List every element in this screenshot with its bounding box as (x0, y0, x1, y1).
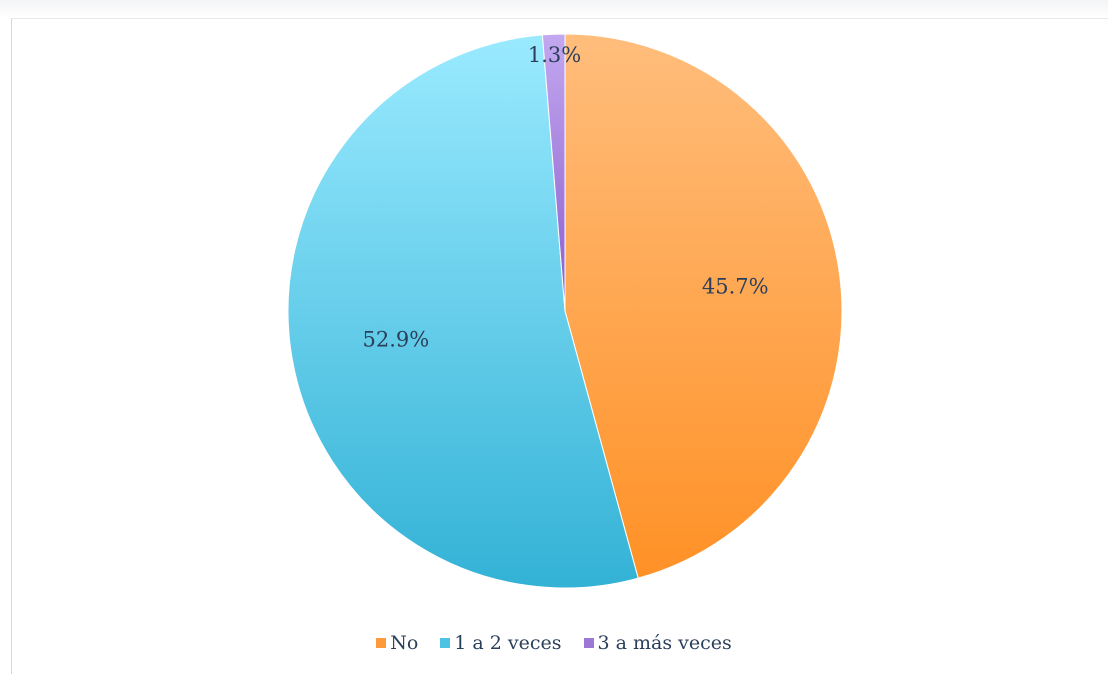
legend-swatch-3-a-mas-veces (583, 638, 594, 648)
legend-item-3-a-mas-veces: 3 a más veces (583, 632, 732, 654)
data-label-3-a-mas-veces: 1.3% (528, 43, 581, 67)
legend-label-1-a-2-veces: 1 a 2 veces (454, 632, 562, 654)
pie-slice-1-a-2-veces (287, 34, 639, 589)
legend-item-no: No (376, 632, 418, 654)
top-band (0, 0, 1108, 18)
pie-slices (287, 33, 843, 589)
legend-swatch-1-a-2-veces (440, 638, 451, 648)
legend-label-3-a-mas-veces: 3 a más veces (597, 632, 732, 654)
legend-item-1-a-2-veces: 1 a 2 veces (440, 632, 562, 654)
legend-label-no: No (390, 632, 419, 654)
chart-legend: No 1 a 2 veces 3 a más veces (0, 632, 1108, 654)
pie-data-labels: 45.7% 52.9% 1.3% (363, 43, 769, 351)
pie-slice-3-a-mas-veces (541, 33, 566, 312)
pie-slice-no (564, 33, 843, 579)
data-label-1-a-2-veces: 52.9% (363, 327, 430, 351)
legend-swatch-no (376, 638, 387, 648)
data-label-no: 45.7% (702, 275, 769, 299)
